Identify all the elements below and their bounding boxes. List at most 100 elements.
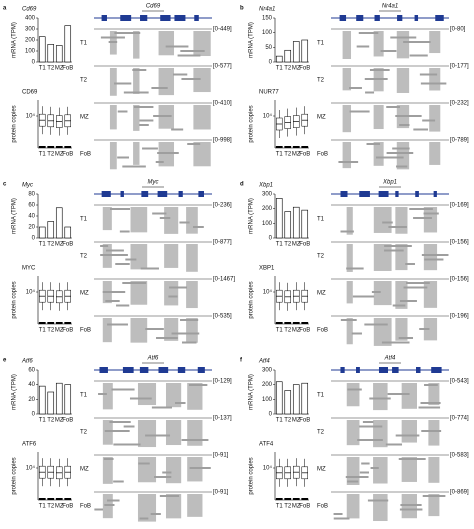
read (367, 499, 389, 502)
x-tick-label: MZ (55, 418, 64, 424)
y-tick-label: 200 (262, 382, 273, 388)
track-range: [0-169] (450, 203, 469, 209)
x-tick-label: FoB (62, 242, 73, 248)
read (420, 402, 441, 404)
panel-letter: c (3, 182, 7, 188)
exon (140, 15, 148, 21)
read (102, 291, 126, 293)
exon (435, 15, 444, 21)
track-range: [0-232] (450, 101, 469, 107)
reads (187, 383, 203, 410)
reads (396, 142, 410, 170)
track-sample: T1 (80, 41, 88, 47)
read (384, 249, 404, 252)
zero-dots (292, 322, 300, 324)
reads (395, 318, 408, 341)
exon (397, 15, 403, 21)
y-axis-label: mRNA (TPM) (249, 198, 255, 234)
track-gene: Myc (148, 180, 159, 186)
read (380, 50, 397, 52)
x-tick-label: MZ (292, 66, 301, 72)
read (400, 504, 422, 506)
x-tick-label: MZ (55, 242, 64, 248)
reads (346, 318, 353, 345)
x-tick-label: T1 (39, 504, 47, 510)
reads (165, 494, 182, 519)
x-tick-label: T1 (39, 328, 47, 334)
exon (433, 191, 437, 197)
reads (165, 383, 182, 408)
reads (102, 494, 113, 519)
reads (346, 383, 360, 407)
x-tick-label: FoB (62, 328, 73, 334)
read (423, 212, 439, 215)
reads (395, 244, 408, 271)
exon (158, 367, 169, 373)
zero-dots (284, 498, 292, 500)
read (151, 406, 172, 409)
reads (342, 68, 352, 91)
reads (342, 105, 352, 133)
read (188, 384, 208, 386)
reads (373, 494, 388, 522)
reads (109, 142, 117, 170)
track-range: [0-156] (450, 240, 469, 246)
y-tick-label: 10⁴ (263, 113, 273, 120)
reads (102, 457, 113, 484)
exon (194, 15, 199, 21)
reads (186, 207, 198, 234)
y-tick-label: 20 (28, 397, 35, 403)
x-tick-label: T1 (276, 328, 284, 334)
read (375, 156, 404, 159)
read (422, 119, 436, 122)
reads (428, 420, 440, 446)
read (162, 471, 172, 474)
read (413, 217, 432, 219)
read (139, 517, 149, 520)
gene-name: Myc (22, 183, 33, 189)
read (356, 45, 370, 48)
reads (164, 318, 179, 341)
track-sample: T1 (80, 393, 88, 399)
bar (284, 211, 292, 239)
zero-dots (284, 322, 292, 324)
track-range: [0-774] (450, 416, 469, 422)
bar (284, 49, 292, 63)
x-tick-label: FoB (62, 418, 73, 424)
read (145, 328, 164, 330)
zero-dots (47, 146, 55, 148)
read (345, 476, 369, 478)
exon (378, 191, 389, 197)
zero-dots (292, 146, 300, 148)
exon (359, 191, 370, 197)
track-range: [0-137] (213, 416, 232, 422)
read (104, 430, 130, 432)
track-sample: FoB (80, 328, 91, 334)
read (132, 69, 147, 71)
track-range: [0-577] (213, 64, 232, 70)
reads (186, 318, 198, 343)
protein-name: ATF4 (259, 442, 274, 448)
y-tick-label: 10⁴ (26, 289, 36, 296)
reads (193, 68, 211, 93)
bar (47, 44, 55, 63)
read (100, 245, 109, 247)
exon (395, 191, 399, 197)
read (103, 458, 114, 460)
reads (158, 142, 175, 167)
read (108, 41, 118, 43)
read (364, 78, 388, 80)
y-tick-label: 100 (262, 30, 273, 36)
reads (109, 105, 117, 130)
reads (396, 31, 410, 59)
exon (198, 191, 204, 197)
read (364, 323, 388, 326)
exon (356, 15, 364, 21)
gene-name: Cd69 (22, 7, 37, 13)
read (104, 504, 115, 506)
track-range: [0-535] (213, 314, 232, 320)
zero-dots (47, 322, 55, 324)
read (365, 91, 375, 94)
read (382, 221, 393, 224)
read (142, 147, 158, 150)
